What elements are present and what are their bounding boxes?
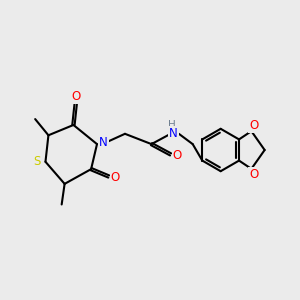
Text: O: O — [71, 90, 80, 103]
Text: N: N — [99, 136, 108, 149]
Text: O: O — [172, 149, 182, 162]
Text: O: O — [249, 168, 258, 181]
Text: H: H — [168, 120, 176, 130]
Text: O: O — [249, 119, 258, 132]
Text: N: N — [169, 127, 178, 140]
Text: O: O — [111, 172, 120, 184]
Text: S: S — [34, 155, 41, 168]
